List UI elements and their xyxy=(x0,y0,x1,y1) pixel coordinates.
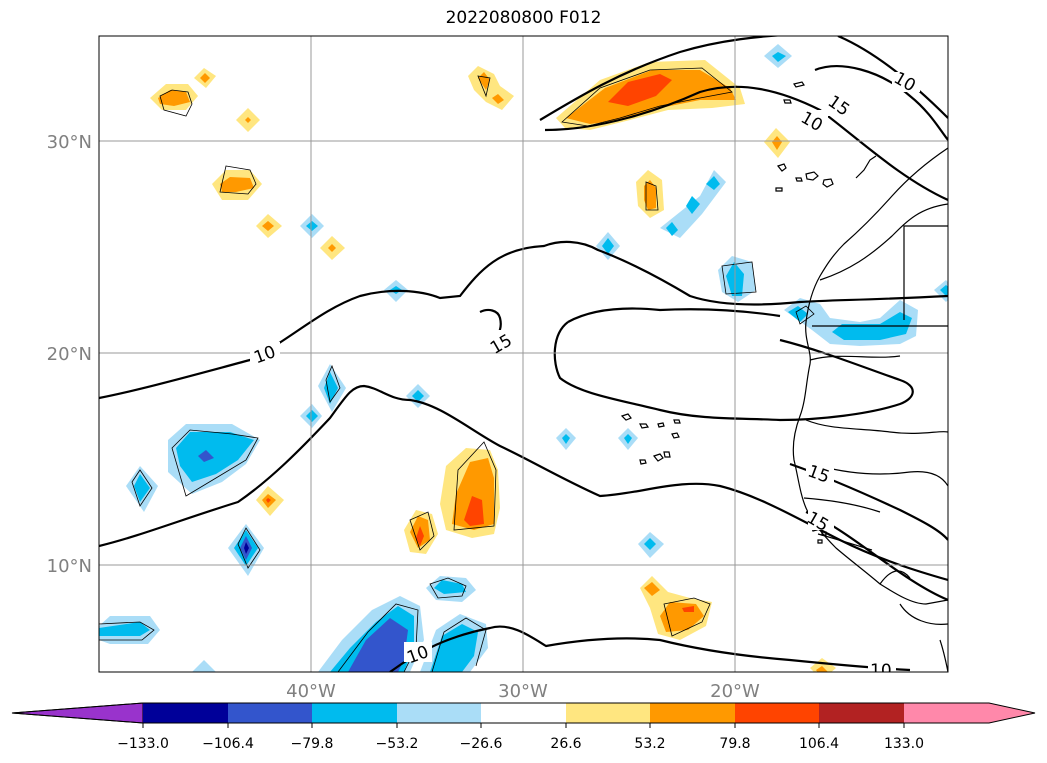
colorbar-tick-label: 106.4 xyxy=(799,736,839,752)
colorbar-extend-low xyxy=(11,702,144,724)
colorbar-bin xyxy=(228,703,312,723)
lon-label-40w: 40°W xyxy=(286,681,336,702)
colorbar-bin xyxy=(735,703,819,723)
colorbar-extend-high xyxy=(904,703,1035,723)
colorbar-bin xyxy=(143,703,228,723)
colorbar-bin xyxy=(312,703,397,723)
colorbar-bin xyxy=(819,703,904,723)
grid-lines xyxy=(99,36,948,672)
lon-label-30w: 30°W xyxy=(498,681,548,702)
colorbar-tick-label: −26.6 xyxy=(460,736,503,752)
lon-labels: 40°W 30°W 20°W xyxy=(286,681,760,702)
colorbar-bin xyxy=(397,703,481,723)
positive-anomaly-fills xyxy=(150,60,836,672)
colorbar-tick-label: 53.2 xyxy=(634,736,665,752)
lat-label-10n: 10°N xyxy=(47,556,92,577)
colorbar-bin xyxy=(481,703,566,723)
colorbar-tick-label: −133.0 xyxy=(117,736,169,752)
colorbar-tick-label: −106.4 xyxy=(202,736,254,752)
thick-contours xyxy=(99,36,948,672)
map-title: 2022080800 F012 xyxy=(445,8,602,28)
negative-anomaly-fills xyxy=(99,44,948,672)
colorbar-tick-label: 79.8 xyxy=(719,736,750,752)
map-content: 10 15 10 15 10 15 15 10 10 xyxy=(99,36,948,681)
contour-label: 10 xyxy=(870,661,892,681)
colorbar-tick-label: −53.2 xyxy=(376,736,419,752)
colorbar: −133.0 −106.4 −79.8 −53.2 −26.6 26.6 53.… xyxy=(11,702,1036,752)
lat-label-20n: 20°N xyxy=(47,344,92,365)
colorbar-bin xyxy=(566,703,650,723)
coastlines xyxy=(620,81,948,672)
lat-labels: 30°N 20°N 10°N xyxy=(47,132,92,577)
map-frame xyxy=(98,35,949,673)
colorbar-tick-label: −79.8 xyxy=(291,736,334,752)
colorbar-bin xyxy=(650,703,735,723)
colorbar-tick-label: 26.6 xyxy=(550,736,581,752)
lat-label-30n: 30°N xyxy=(47,132,92,153)
lon-label-20w: 20°W xyxy=(710,681,760,702)
colorbar-tick-label: 133.0 xyxy=(884,736,924,752)
